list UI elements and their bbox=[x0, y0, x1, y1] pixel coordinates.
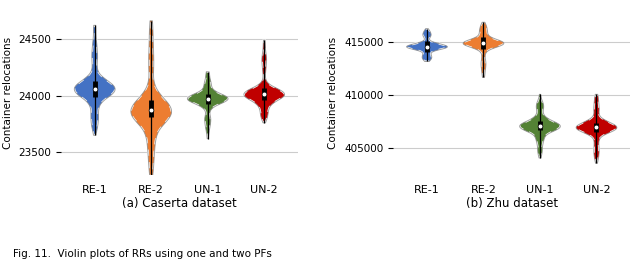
Point bbox=[259, 92, 269, 96]
Point bbox=[90, 87, 100, 91]
Text: (a) Caserta dataset: (a) Caserta dataset bbox=[122, 197, 237, 210]
Point bbox=[591, 125, 602, 129]
Point bbox=[203, 97, 213, 101]
Point bbox=[478, 41, 488, 46]
Y-axis label: Container relocations: Container relocations bbox=[328, 37, 339, 149]
Text: Fig. 11.  Violin plots of RRs using one and two PFs: Fig. 11. Violin plots of RRs using one a… bbox=[13, 249, 271, 259]
Point bbox=[535, 124, 545, 128]
Y-axis label: Container relocations: Container relocations bbox=[3, 37, 13, 149]
Point bbox=[422, 45, 432, 49]
Point bbox=[146, 108, 156, 112]
Text: (b) Zhu dataset: (b) Zhu dataset bbox=[466, 197, 558, 210]
